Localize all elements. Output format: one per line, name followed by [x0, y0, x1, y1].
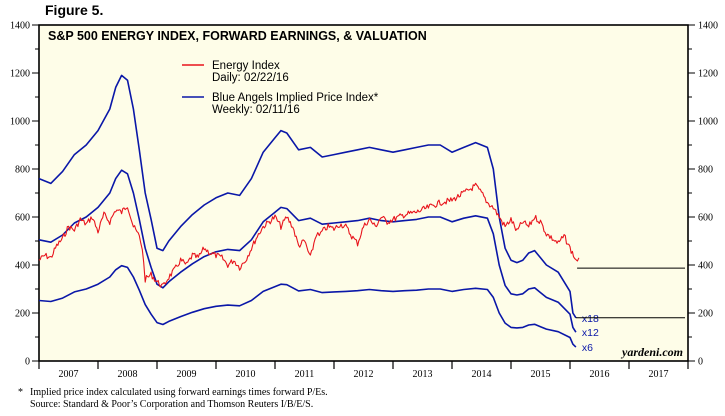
chart-title: S&P 500 ENERGY INDEX, FORWARD EARNINGS, … [48, 29, 427, 43]
footnote: * Implied price index calculated using f… [18, 387, 328, 411]
left-tick-label: 600 [15, 213, 30, 224]
right-axis: 0 200 400 600 800 1000 1200 1400 [688, 21, 718, 368]
x-tick-label: 2015 [531, 369, 551, 380]
x-axis: 2007 2008 2009 2010 2011 2012 2013 2014 2015 2016… [38, 361, 689, 380]
series-implied-price-index-x12 [38, 169, 577, 333]
left-tick-label: 1200 [10, 69, 30, 80]
x-tick-label: 2014 [472, 369, 492, 380]
left-axis: 0 200 400 600 800 1000 1200 1400 [10, 21, 39, 368]
right-tick-label: 600 [698, 213, 713, 224]
x-tick-label: 2012 [354, 369, 374, 380]
series-implied-price-index-x6 [38, 264, 577, 348]
series-end-label: x12 [582, 327, 599, 339]
left-tick-label: 1400 [10, 21, 30, 32]
right-tick-label: 800 [698, 165, 713, 176]
right-tick-label: 1200 [698, 69, 718, 80]
series-end-label: x6 [582, 342, 593, 354]
legend-label-energy: Energy Index [212, 60, 280, 72]
footnote-star: * [18, 387, 23, 398]
figure-label: Figure 5. [45, 2, 104, 18]
plot-area [38, 24, 689, 362]
series-implied-price-index-x18 [38, 74, 577, 319]
left-tick-label: 800 [15, 165, 30, 176]
right-tick-label: 200 [698, 309, 713, 320]
right-tick-label: 1000 [698, 117, 718, 128]
left-tick-label: 0 [25, 357, 30, 368]
x-tick-label: 2007 [59, 369, 79, 380]
legend-sub-implied: Weekly: 02/11/16 [212, 104, 300, 116]
legend: Energy Index Daily: 02/22/16 Blue Angels… [182, 60, 379, 116]
right-tick-label: 400 [698, 261, 713, 272]
series-energy-index [38, 182, 580, 288]
series-layer: x18 x12 x6 [38, 74, 599, 354]
right-tick-label: 0 [698, 357, 703, 368]
legend-sub-energy: Daily: 02/22/16 [212, 72, 289, 84]
x-tick-label: 2009 [177, 369, 197, 380]
left-tick-label: 200 [15, 309, 30, 320]
series-end-label: x18 [582, 313, 599, 325]
x-tick-label: 2017 [649, 369, 669, 380]
footnote-line-2: Source: Standard & Poor’s Corporation an… [30, 399, 314, 410]
x-tick-label: 2016 [590, 369, 610, 380]
legend-label-implied: Blue Angels Implied Price Index* [212, 92, 379, 104]
x-tick-label: 2008 [118, 369, 138, 380]
left-tick-label: 400 [15, 261, 30, 272]
x-tick-label: 2011 [295, 369, 315, 380]
x-tick-label: 2013 [413, 369, 433, 380]
watermark: yardeni.com [620, 345, 683, 359]
footnote-line-1: Implied price index calculated using for… [30, 387, 328, 398]
right-tick-label: 1400 [698, 21, 718, 32]
x-tick-label: 2010 [236, 369, 256, 380]
left-tick-label: 1000 [10, 117, 30, 128]
reference-lines [575, 267, 685, 319]
